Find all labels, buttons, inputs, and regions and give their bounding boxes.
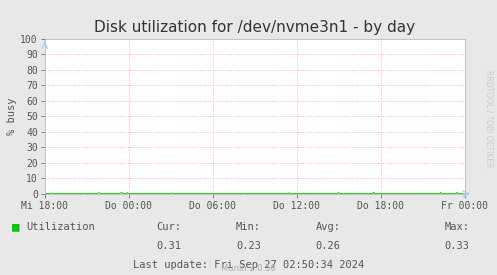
Text: 0.23: 0.23 xyxy=(236,241,261,251)
Text: Min:: Min: xyxy=(236,222,261,232)
Title: Disk utilization for /dev/nvme3n1 - by day: Disk utilization for /dev/nvme3n1 - by d… xyxy=(94,20,415,35)
Text: Cur:: Cur: xyxy=(157,222,181,232)
Text: Avg:: Avg: xyxy=(316,222,340,232)
Text: RRDTOOL / TOBI OETIKER: RRDTOOL / TOBI OETIKER xyxy=(484,70,493,167)
Text: Last update: Fri Sep 27 02:50:34 2024: Last update: Fri Sep 27 02:50:34 2024 xyxy=(133,260,364,270)
Text: Utilization: Utilization xyxy=(26,222,94,232)
Text: Munin 2.0.56: Munin 2.0.56 xyxy=(221,264,276,273)
Y-axis label: % busy: % busy xyxy=(7,97,17,135)
Text: Max:: Max: xyxy=(445,222,470,232)
Text: 0.31: 0.31 xyxy=(157,241,181,251)
Text: 0.33: 0.33 xyxy=(445,241,470,251)
Text: 0.26: 0.26 xyxy=(316,241,340,251)
Text: ■: ■ xyxy=(12,220,20,233)
